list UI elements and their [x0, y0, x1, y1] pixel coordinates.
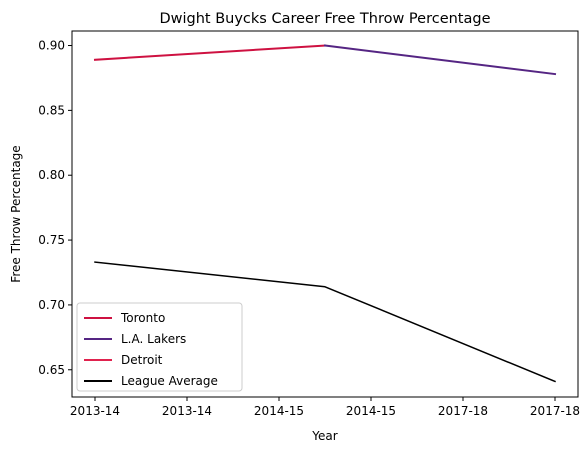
y-axis-title: Free Throw Percentage — [9, 145, 23, 282]
legend-label-detroit: Detroit — [121, 353, 163, 367]
x-tick-label: 2013-14 — [162, 404, 212, 418]
legend: Toronto L.A. Lakers Detroit League Average — [76, 302, 243, 392]
legend-label-l-a-lakers: L.A. Lakers — [121, 332, 186, 346]
y-tick-label: 0.70 — [38, 298, 65, 312]
series-line-league-average — [94, 261, 556, 383]
y-axis: 0.65 0.70 0.75 0.80 0.85 0.90 — [38, 39, 72, 377]
x-tick-label: 2017-18 — [438, 404, 488, 418]
x-tick-label: 2014-15 — [254, 404, 304, 418]
y-tick-label: 0.90 — [38, 39, 65, 53]
legend-label-league-average: League Average — [121, 374, 218, 388]
x-tick-label: 2017-18 — [530, 404, 580, 418]
y-tick-label: 0.75 — [38, 233, 65, 247]
y-tick-label: 0.85 — [38, 103, 65, 117]
series-layer — [93, 44, 557, 383]
series-line-toronto — [93, 44, 327, 61]
x-tick-label: 2014-15 — [346, 404, 396, 418]
y-tick-label: 0.80 — [38, 168, 65, 182]
chart-title: Dwight Buycks Career Free Throw Percenta… — [159, 11, 490, 27]
legend-frame — [76, 302, 243, 392]
legend-label-toronto: Toronto — [120, 311, 165, 325]
x-axis: 2013-14 2013-14 2014-15 2014-15 2017-18 2017-… — [70, 397, 580, 418]
x-tick-label: 2013-14 — [70, 404, 120, 418]
x-axis-title: Year — [311, 429, 337, 443]
series-line-l-a-lakers — [323, 44, 557, 76]
y-tick-label: 0.65 — [38, 363, 65, 377]
